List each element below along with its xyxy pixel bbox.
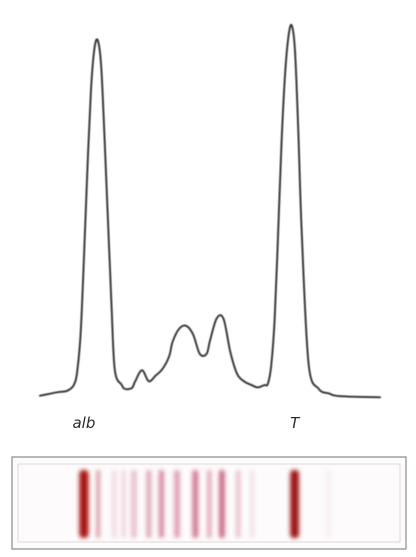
gel-band: [146, 470, 152, 538]
gel-band: [219, 470, 225, 538]
gel-band: [325, 470, 332, 538]
gel-band: [290, 470, 299, 538]
gel-band: [192, 470, 199, 538]
gel-band: [207, 470, 212, 538]
gel-band: [131, 470, 137, 538]
gel-strip-inner-border: [17, 463, 401, 543]
peak-labels: alb T: [72, 414, 301, 432]
gel-band: [79, 470, 89, 538]
gel-band: [111, 470, 117, 538]
gel-band: [235, 470, 241, 538]
gel-band: [158, 470, 165, 538]
peak-label-t: T: [290, 414, 301, 432]
gel-bands: [79, 470, 332, 538]
densitometry-plot: [39, 23, 381, 399]
gel-band: [121, 470, 126, 538]
gel-band: [96, 470, 100, 538]
densitometry-trace: [39, 23, 381, 399]
gel-band: [174, 470, 180, 538]
gel-strip: [11, 456, 407, 550]
peak-label-alb: alb: [72, 414, 95, 432]
gel-band: [250, 470, 255, 538]
